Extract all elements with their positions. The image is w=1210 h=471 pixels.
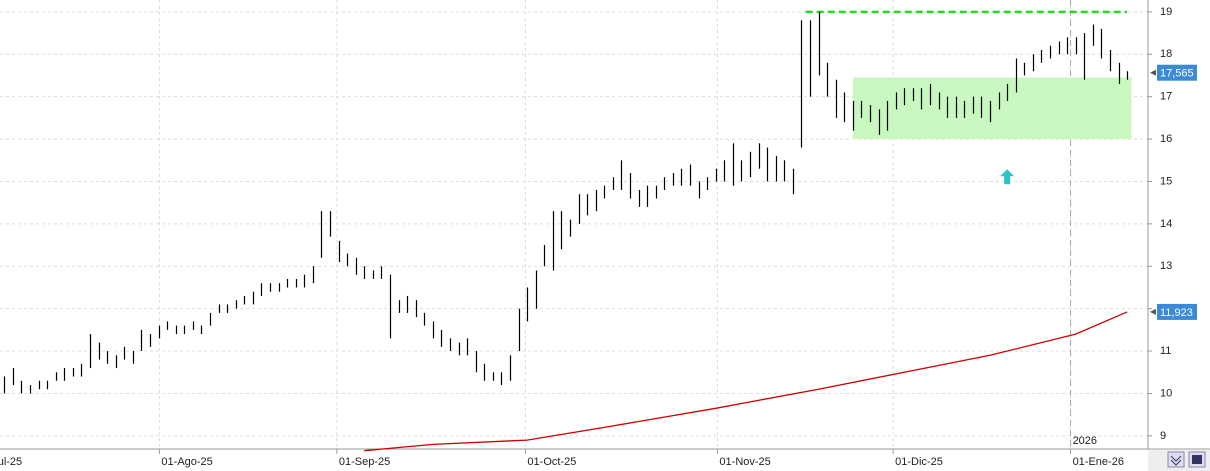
y-tick-label: 11: [1160, 345, 1171, 357]
price-label-box: [1157, 303, 1197, 320]
zone: [852, 77, 1132, 140]
x-tick-label: 01-Nov-25: [719, 456, 770, 468]
x-tick-label: 01-Dic-25: [895, 456, 943, 468]
price-label: 17,565: [1160, 68, 1194, 80]
zoom-icon: [1170, 455, 1182, 466]
x-tick-label: 01-Ago-25: [161, 456, 212, 468]
price-label-box: [1157, 64, 1197, 81]
y-tick-label: 9: [1160, 430, 1166, 442]
save-icon: [1192, 455, 1202, 464]
x-tick-label: 01-Jul-25: [0, 456, 22, 468]
y-tick-label: 13: [1160, 260, 1172, 272]
x-tick-label: 01-Oct-25: [527, 456, 576, 468]
y-tick-label: 17: [1160, 91, 1172, 103]
price-pointer: [1150, 308, 1156, 315]
moving-average: [364, 311, 1128, 452]
price-label: 11,923: [1160, 307, 1193, 319]
y-tick-label: 16: [1160, 133, 1172, 145]
y-tick-label: 15: [1160, 175, 1172, 187]
y-tick-label: 19: [1160, 6, 1172, 18]
price-pointer: [1150, 69, 1156, 76]
y-tick-label: 14: [1160, 218, 1172, 230]
zoom-button[interactable]: [1167, 451, 1185, 468]
x-tick-label: 01-Sep-25: [339, 456, 390, 468]
y-tick-label: 10: [1160, 387, 1172, 399]
x-tick-label: 01-Ene-26: [1073, 456, 1124, 468]
arrow: [1000, 169, 1015, 185]
y-tick-label: 18: [1160, 48, 1172, 60]
year-label: 2026: [1073, 435, 1097, 447]
